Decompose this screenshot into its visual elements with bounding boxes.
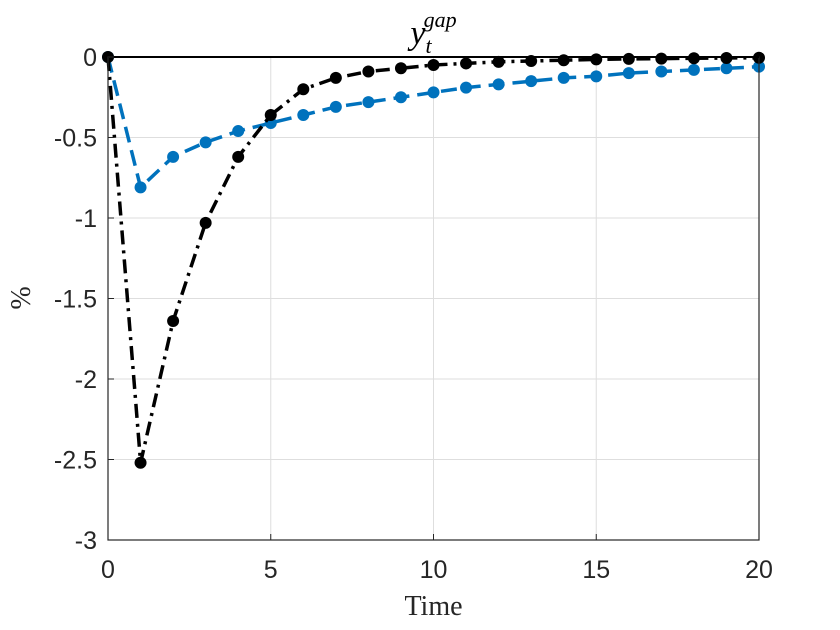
series-1-point	[199, 216, 212, 229]
series-0-point	[394, 91, 407, 104]
series-0-point	[557, 71, 570, 84]
series-1-point	[622, 52, 635, 65]
series-1-point	[232, 150, 245, 163]
series-0-point	[720, 62, 733, 75]
series-0-point	[492, 78, 505, 91]
series-1-point	[525, 55, 538, 68]
series-1-point	[394, 62, 407, 75]
series-0-point	[622, 67, 635, 80]
series-1-point	[427, 59, 440, 72]
series-0-point	[687, 63, 700, 76]
tick-labels: 0 5 10 15 20 0 -0.5 -1 -1.5 -2 -2.5 -3	[54, 44, 773, 584]
x-tick-label: 5	[264, 556, 278, 584]
y-tick-label: -3	[75, 527, 97, 555]
series-0-point	[525, 75, 538, 88]
series-1-point	[492, 55, 505, 68]
series-1-point	[167, 315, 180, 328]
series-0-point	[590, 70, 603, 83]
axes	[107, 56, 760, 541]
series-0-point	[362, 96, 375, 109]
series-0-point	[460, 81, 473, 94]
x-tick-label: 0	[101, 556, 115, 584]
series-1-point	[655, 52, 668, 65]
x-axis-label: Time	[404, 591, 462, 622]
series-0-point	[329, 100, 342, 113]
series-0-point	[232, 125, 245, 138]
series-0-point	[297, 108, 310, 121]
y-tick-label: -2.5	[54, 447, 97, 475]
chart-title-subscript: t	[425, 33, 432, 58]
series-1-point	[264, 108, 277, 121]
series-1-point	[329, 71, 342, 84]
series-0-point	[199, 136, 212, 149]
series-line-0	[106, 56, 760, 190]
chart-title-superscript: gap	[424, 7, 457, 32]
series-0-point	[655, 65, 668, 78]
y-tick-label: -1.5	[54, 286, 97, 314]
series-line-1	[106, 56, 760, 465]
series-1-point	[297, 83, 310, 96]
chart-title: ytgap	[407, 7, 456, 58]
y-tick-label: -0.5	[54, 125, 97, 153]
series-1-point	[362, 65, 375, 78]
series-1-point	[134, 456, 147, 469]
y-axis-label: %	[6, 286, 37, 309]
x-tick-label: 15	[582, 556, 610, 584]
series-0-point	[167, 150, 180, 163]
x-tick-label: 20	[745, 556, 773, 584]
series-0-point	[427, 86, 440, 99]
series-1-point	[460, 57, 473, 70]
y-tick-label: -2	[75, 366, 97, 394]
series-0-point	[134, 181, 147, 194]
x-tick-label: 10	[420, 556, 448, 584]
chart-title-base: y	[407, 15, 426, 52]
grid	[107, 56, 760, 541]
y-tick-label: -1	[75, 205, 97, 233]
series-1-point	[687, 52, 700, 65]
series-1-point	[590, 53, 603, 66]
y-tick-label: 0	[83, 44, 97, 72]
